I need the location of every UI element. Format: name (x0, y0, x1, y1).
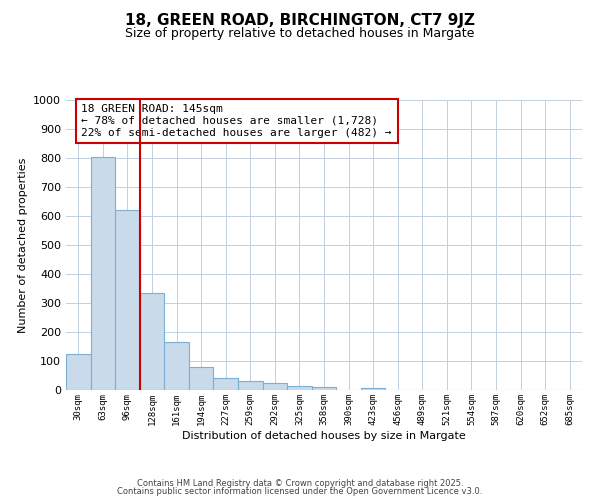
Bar (238, 382, 263, 390)
Bar (361, 388, 385, 390)
X-axis label: Distribution of detached houses by size in Margate: Distribution of detached houses by size … (182, 430, 466, 440)
Bar (189, 367, 214, 390)
Y-axis label: Number of detached properties: Number of detached properties (17, 158, 28, 332)
Text: Contains HM Land Registry data © Crown copyright and database right 2025.: Contains HM Land Registry data © Crown c… (137, 478, 463, 488)
Bar (263, 383, 287, 390)
Bar (287, 386, 312, 390)
Bar (66, 354, 91, 390)
Bar (140, 293, 164, 390)
Text: 18 GREEN ROAD: 145sqm
← 78% of detached houses are smaller (1,728)
22% of semi-d: 18 GREEN ROAD: 145sqm ← 78% of detached … (82, 104, 392, 138)
Bar (91, 156, 115, 390)
Text: Size of property relative to detached houses in Margate: Size of property relative to detached ho… (125, 28, 475, 40)
Text: 18, GREEN ROAD, BIRCHINGTON, CT7 9JZ: 18, GREEN ROAD, BIRCHINGTON, CT7 9JZ (125, 12, 475, 28)
Bar (312, 387, 336, 390)
Bar (214, 378, 238, 390)
Bar (164, 342, 189, 390)
Bar (115, 210, 140, 390)
Text: Contains public sector information licensed under the Open Government Licence v3: Contains public sector information licen… (118, 487, 482, 496)
